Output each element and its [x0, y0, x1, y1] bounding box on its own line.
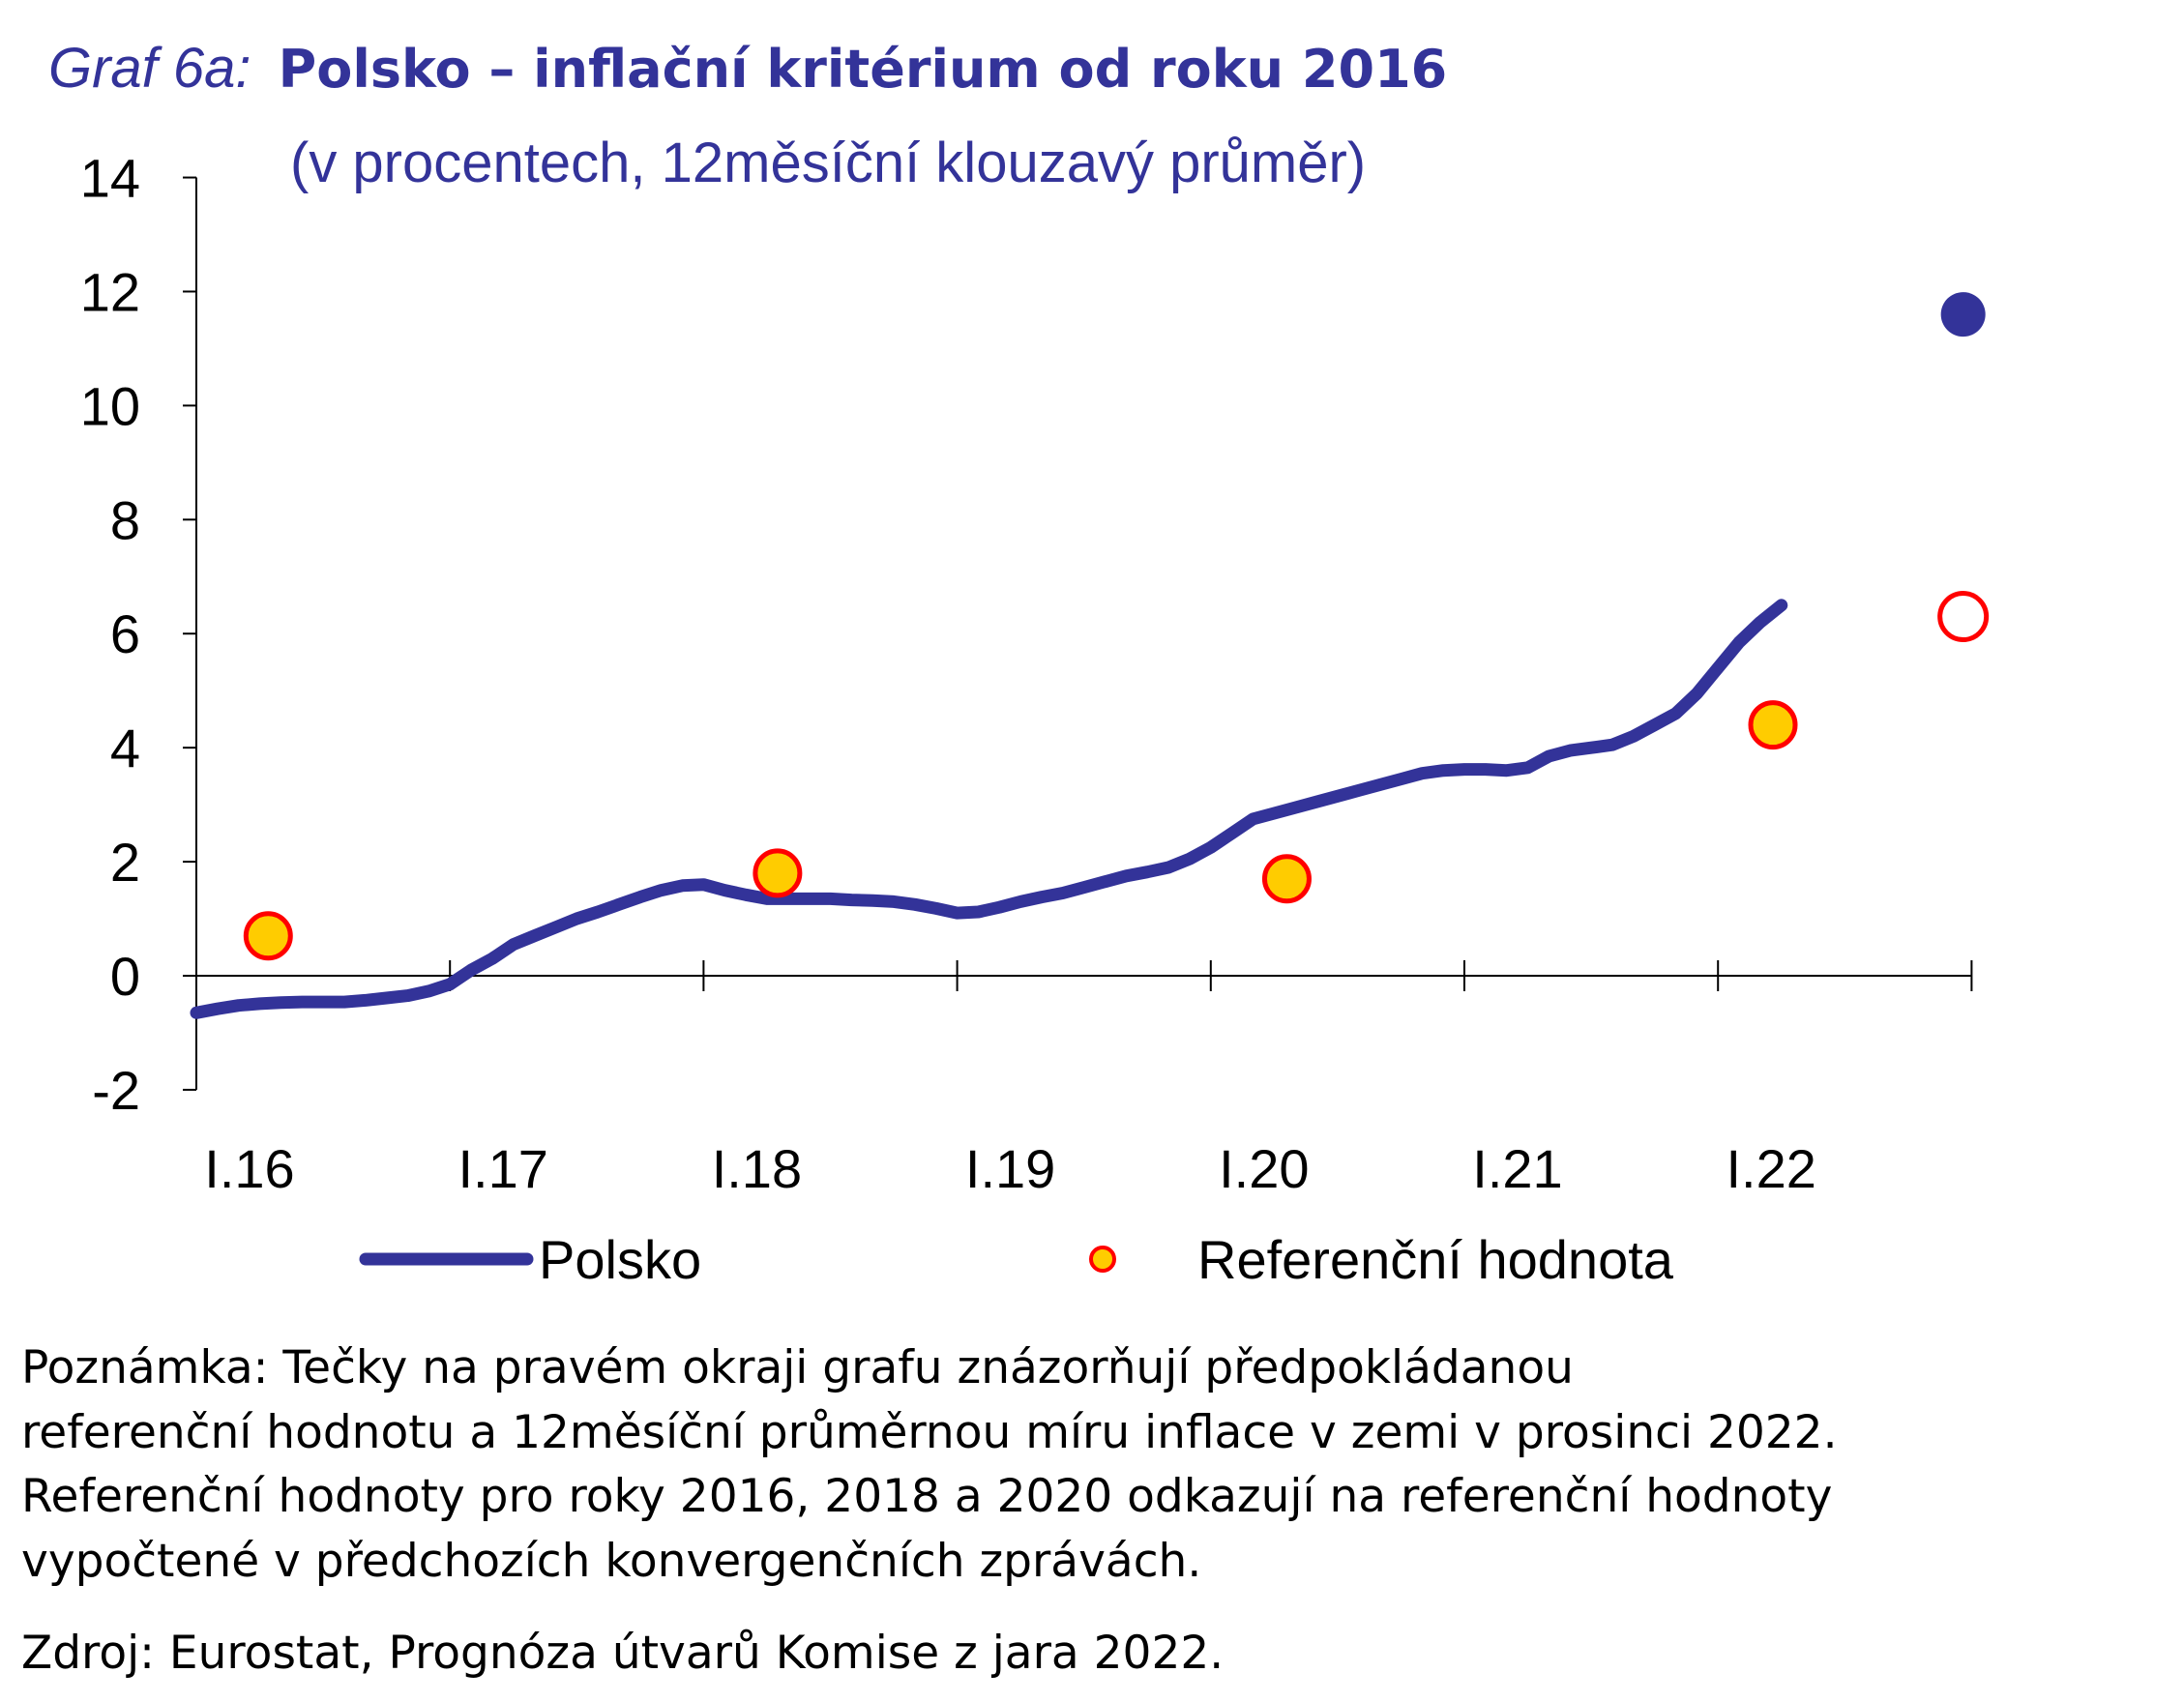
- x-tick-label: I.21: [1472, 1138, 1562, 1199]
- x-tick-label: I.22: [1726, 1138, 1815, 1199]
- legend: Polsko Referenční hodnota: [359, 1229, 1674, 1290]
- x-tick-label: I.18: [712, 1138, 802, 1199]
- x-tick-label: I.17: [457, 1138, 547, 1199]
- title-prefix: Graf 6a:: [48, 37, 251, 100]
- y-tick-label: 4: [110, 718, 140, 778]
- reference-point: [1748, 700, 1798, 750]
- note-line: vypočtené v předchozích konvergenčních z…: [21, 1535, 1201, 1588]
- note-line: Referenční hodnoty pro roky 2016, 2018 a…: [21, 1470, 1832, 1523]
- y-tick-label: 0: [110, 946, 140, 1007]
- x-tick-label: I.16: [204, 1138, 294, 1199]
- note-line: referenční hodnotu a 12měsíční průměrnou…: [21, 1406, 1838, 1459]
- reference-point: [243, 911, 293, 961]
- projection-point-reference: [1937, 591, 1990, 643]
- reference-point: [753, 848, 803, 898]
- axes: 14 12 10 8 6 4 2 0 -2 I.16 I.17 I.18 I.19 I.20 I.21 I.2…: [80, 148, 1973, 1199]
- title-main: Polsko – inflační kritérium od roku 2016: [279, 39, 1448, 100]
- y-tick-label: 10: [80, 375, 140, 436]
- source-note: Zdroj: Eurostat, Prognóza útvarů Komise …: [21, 1627, 1224, 1680]
- legend-label-reference: Referenční hodnota: [1197, 1229, 1674, 1290]
- y-tick-label: 2: [110, 832, 140, 893]
- y-tick-label: 6: [110, 603, 140, 664]
- y-tick-label: 12: [80, 261, 140, 322]
- y-tick-label: 14: [80, 148, 140, 209]
- projection-point-polsko: [1940, 292, 1986, 337]
- y-tick-label: -2: [92, 1060, 140, 1121]
- legend-marker-reference: [1089, 1246, 1116, 1273]
- plot-marks: [190, 292, 1990, 1019]
- legend-label-polsko: Polsko: [539, 1229, 701, 1290]
- note-line: Poznámka: Tečky na pravém okraji grafu z…: [21, 1341, 1574, 1394]
- reference-point: [1261, 854, 1312, 904]
- y-tick-label: 8: [110, 489, 140, 550]
- series-line-polsko: [190, 599, 1788, 1019]
- chart-title: Graf 6a: Polsko – inflační kritérium od …: [48, 37, 1447, 100]
- notes: Poznámka: Tečky na pravém okraji grafu z…: [21, 1341, 1838, 1680]
- x-tick-label: I.20: [1219, 1138, 1309, 1199]
- x-tick-label: I.19: [965, 1138, 1055, 1199]
- chart-subtitle: (v procentech, 12měsíční klouzavý průměr…: [290, 132, 1366, 194]
